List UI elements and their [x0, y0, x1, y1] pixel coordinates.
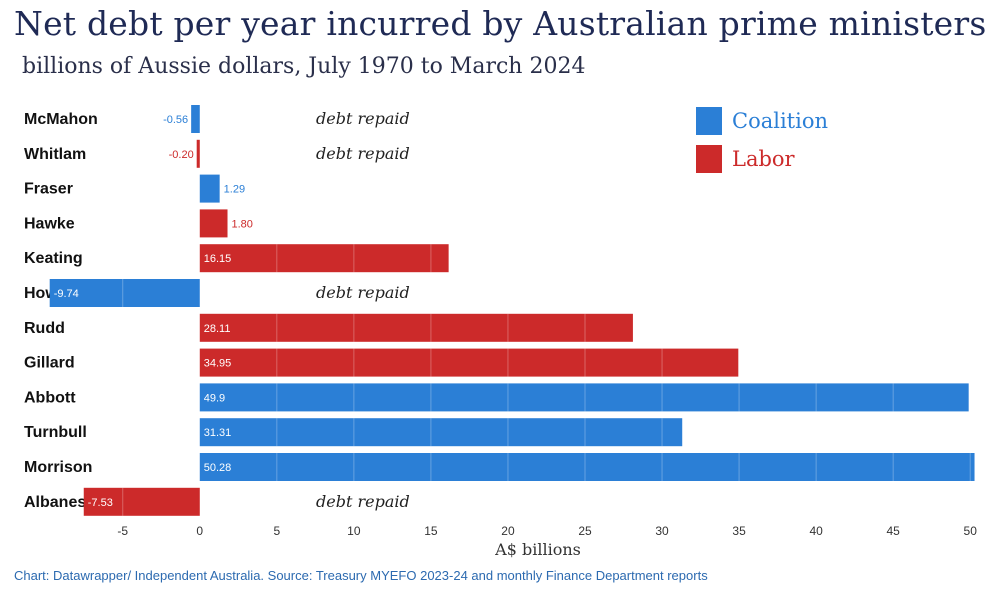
chart-title: Net debt per year incurred by Australian… [14, 4, 987, 43]
category-label: Morrison [24, 459, 92, 476]
data-label: -9.74 [54, 288, 79, 300]
bar [199, 313, 633, 342]
data-label: -7.53 [88, 497, 113, 509]
x-tick-label: 20 [501, 524, 515, 538]
x-tick-label: 50 [964, 524, 978, 538]
category-label: Keating [24, 250, 83, 267]
data-label: 49.9 [204, 392, 225, 404]
category-label: Turnbull [24, 424, 87, 441]
annotation-debt-repaid: debt repaid [316, 144, 410, 163]
bar [199, 244, 449, 273]
data-label: 1.29 [224, 184, 245, 196]
legend-swatch [696, 145, 722, 173]
annotation-debt-repaid: debt repaid [316, 109, 410, 128]
x-tick-label: 45 [886, 524, 900, 538]
x-tick-label: 0 [196, 524, 203, 538]
category-label: Gillard [24, 355, 75, 372]
data-label: -0.20 [169, 149, 194, 161]
category-label: Fraser [24, 181, 73, 198]
bar [199, 418, 683, 447]
bar [191, 105, 200, 133]
x-axis-label: A$ billions [494, 540, 581, 559]
data-label: 28.11 [204, 323, 231, 335]
annotation-debt-repaid: debt repaid [316, 492, 410, 511]
data-label: 50.28 [204, 462, 232, 474]
source-note: Chart: Datawrapper/ Independent Australi… [14, 568, 708, 583]
bar [196, 139, 200, 168]
chart-subtitle: billions of Aussie dollars, July 1970 to… [22, 54, 586, 79]
bar [199, 209, 228, 238]
x-tick-label: 25 [578, 524, 592, 538]
category-label: Albanese [24, 494, 95, 511]
legend-swatch [696, 107, 722, 135]
x-tick-label: 40 [809, 524, 823, 538]
bar [199, 453, 975, 481]
x-tick-label: -5 [117, 524, 128, 538]
x-tick-label: 35 [732, 524, 746, 538]
annotation-debt-repaid: debt repaid [316, 283, 410, 302]
legend-label: Coalition [732, 109, 828, 133]
data-label: 34.95 [204, 358, 232, 370]
data-label: 16.15 [204, 253, 232, 265]
data-label: 1.80 [232, 218, 253, 230]
bar [199, 383, 969, 412]
category-label: Whitlam [24, 146, 86, 163]
category-label: Abbott [24, 389, 76, 406]
x-tick-label: 5 [273, 524, 280, 538]
bar [199, 348, 739, 377]
x-tick-label: 10 [347, 524, 361, 538]
bar [49, 279, 200, 307]
bar [83, 487, 200, 516]
x-tick-label: 15 [424, 524, 438, 538]
data-label: -0.56 [163, 114, 188, 126]
category-label: McMahon [24, 111, 98, 128]
bar [199, 174, 220, 203]
category-label: Rudd [24, 320, 65, 337]
data-label: 31.31 [204, 427, 232, 439]
x-tick-label: 30 [655, 524, 669, 538]
category-label: Hawke [24, 215, 75, 232]
legend-label: Labor [732, 147, 796, 171]
